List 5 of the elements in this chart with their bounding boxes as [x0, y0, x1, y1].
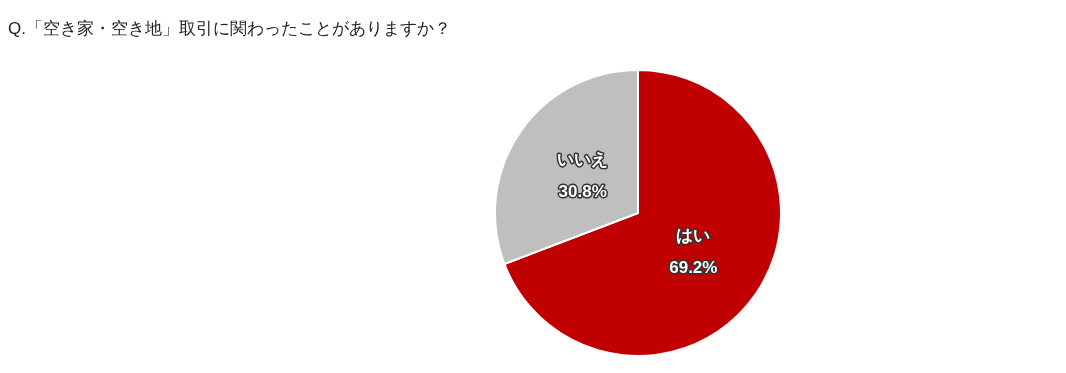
data-label: 69.2%	[669, 258, 718, 278]
data-label: 30.8%	[558, 181, 607, 201]
text: Q.「空き家・空き地」取引に関わったことがありますか？	[8, 19, 451, 38]
slice-label: いいえ	[557, 149, 609, 169]
slice-label: はい	[676, 226, 711, 246]
